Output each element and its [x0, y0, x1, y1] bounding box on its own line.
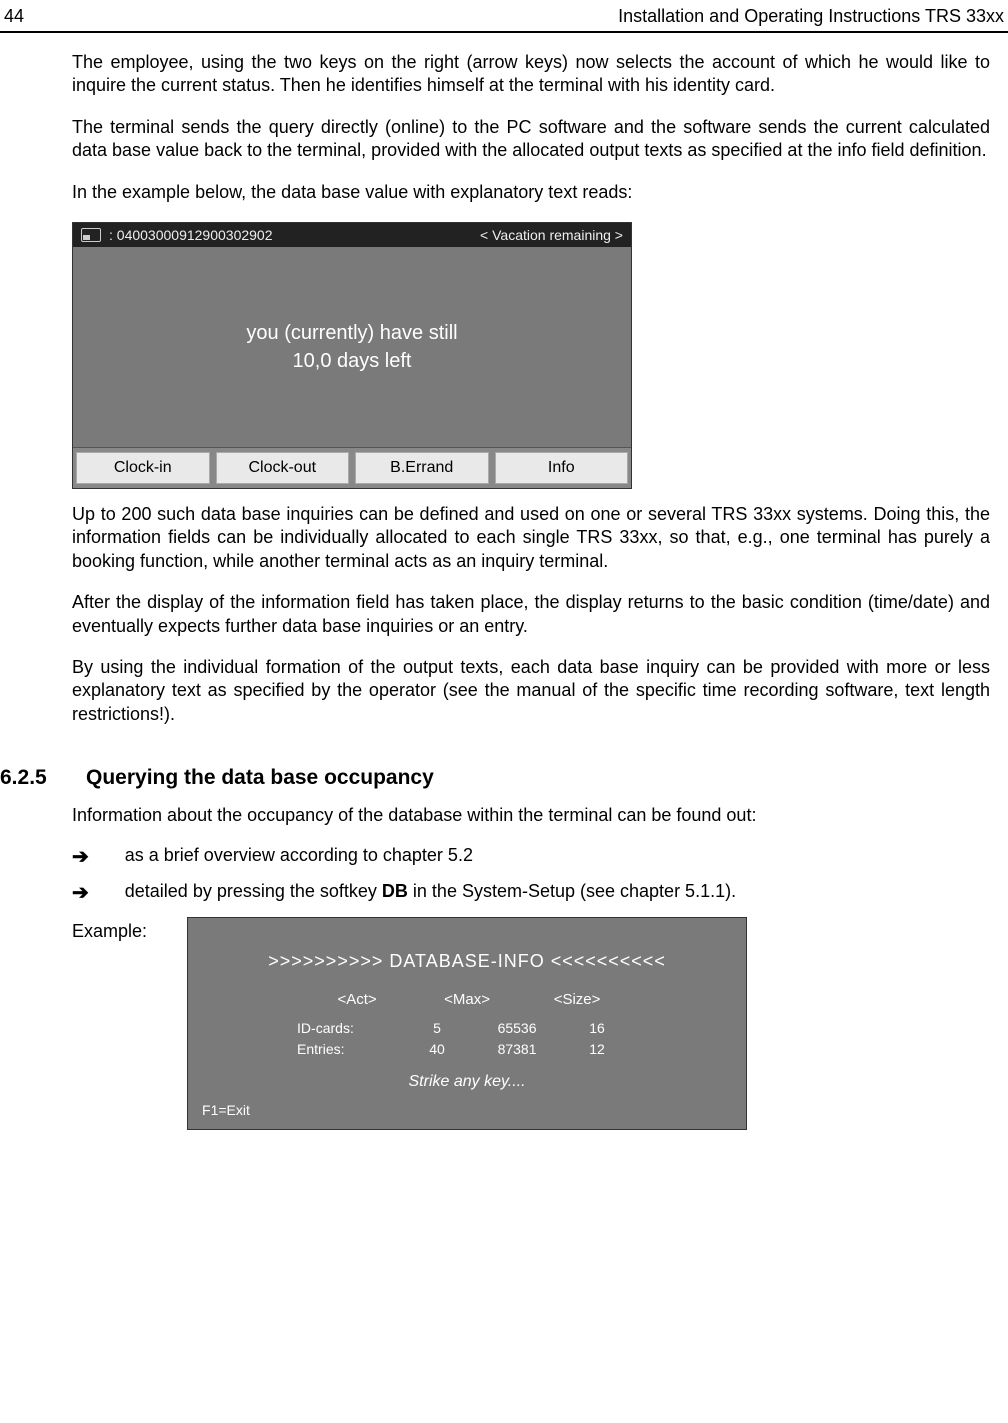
- db-row-idcards: ID-cards: 5 65536 16: [202, 1018, 732, 1039]
- db-row2-label: Entries:: [297, 1039, 397, 1060]
- db-column-headers: <Act> <Max> <Size>: [202, 989, 732, 1012]
- db-row1-label: ID-cards:: [297, 1018, 397, 1039]
- softkey-clock-out[interactable]: Clock-out: [216, 452, 350, 484]
- bullet-2: ➔ detailed by pressing the softkey DB in…: [72, 881, 990, 903]
- terminal-softkeys: Clock-in Clock-out B.Errand Info: [73, 447, 631, 488]
- db-row2-act: 40: [397, 1039, 477, 1060]
- db-row1-size: 16: [557, 1018, 637, 1039]
- bullet-2-text: detailed by pressing the softkey DB in t…: [125, 881, 736, 902]
- bullet-2c: in the System-Setup (see chapter 5.1.1).: [408, 881, 736, 901]
- terminal-vacation-screenshot: : 04003000912900302902 < Vacation remain…: [72, 222, 632, 489]
- db-row2-size: 12: [557, 1039, 637, 1060]
- paragraph-4: Up to 200 such data base inquiries can b…: [72, 503, 990, 573]
- bullet-2b: DB: [382, 881, 408, 901]
- bullet-2a: detailed by pressing the softkey: [125, 881, 382, 901]
- db-col-act: <Act>: [322, 989, 392, 1012]
- paragraph-3: In the example below, the data base valu…: [72, 181, 990, 204]
- db-row-entries: Entries: 40 87381 12: [202, 1039, 732, 1060]
- db-col-max: <Max>: [432, 989, 502, 1012]
- arrow-icon: ➔: [72, 845, 89, 867]
- db-f1-exit: F1=Exit: [202, 1100, 732, 1121]
- db-row1-max: 65536: [477, 1018, 557, 1039]
- softkey-info[interactable]: Info: [495, 452, 629, 484]
- softkey-errand[interactable]: B.Errand: [355, 452, 489, 484]
- db-strike-any-key: Strike any key....: [202, 1070, 732, 1094]
- paragraph-2: The terminal sends the query directly (o…: [72, 116, 990, 163]
- section-heading: 6.2.5 Querying the data base occupancy: [72, 766, 990, 790]
- db-col-size: <Size>: [542, 989, 612, 1012]
- db-row2-max: 87381: [477, 1039, 557, 1060]
- section-title: Querying the data base occupancy: [86, 766, 434, 790]
- terminal-header-info: < Vacation remaining >: [480, 227, 623, 243]
- example-label: Example:: [72, 917, 147, 942]
- db-title: >>>>>>>>>> DATABASE-INFO <<<<<<<<<<: [202, 948, 732, 975]
- softkey-clock-in[interactable]: Clock-in: [76, 452, 210, 484]
- paragraph-5: After the display of the information fie…: [72, 591, 990, 638]
- page-header: 44 Installation and Operating Instructio…: [0, 0, 1008, 33]
- terminal-header-bar: : 04003000912900302902 < Vacation remain…: [73, 223, 631, 247]
- terminal-body: you (currently) have still 10,0 days lef…: [73, 247, 631, 447]
- page-number: 44: [4, 6, 24, 27]
- bullet-1: ➔ as a brief overview according to chapt…: [72, 845, 990, 867]
- terminal-line-1: you (currently) have still: [246, 319, 457, 347]
- paragraph-1: The employee, using the two keys on the …: [72, 51, 990, 98]
- section-number: 6.2.5: [0, 766, 58, 790]
- terminal-header-id: : 04003000912900302902: [109, 227, 273, 243]
- db-row1-act: 5: [397, 1018, 477, 1039]
- terminal-db-screenshot: >>>>>>>>>> DATABASE-INFO <<<<<<<<<< <Act…: [187, 917, 747, 1130]
- card-icon: [81, 228, 101, 242]
- paragraph-6: By using the individual formation of the…: [72, 656, 990, 726]
- header-title: Installation and Operating Instructions …: [618, 6, 1004, 27]
- example-row: Example: >>>>>>>>>> DATABASE-INFO <<<<<<…: [72, 917, 990, 1130]
- terminal-line-2: 10,0 days left: [293, 347, 412, 375]
- arrow-icon: ➔: [72, 881, 89, 903]
- bullet-1-text: as a brief overview according to chapter…: [125, 845, 473, 866]
- section-intro: Information about the occupancy of the d…: [72, 804, 990, 827]
